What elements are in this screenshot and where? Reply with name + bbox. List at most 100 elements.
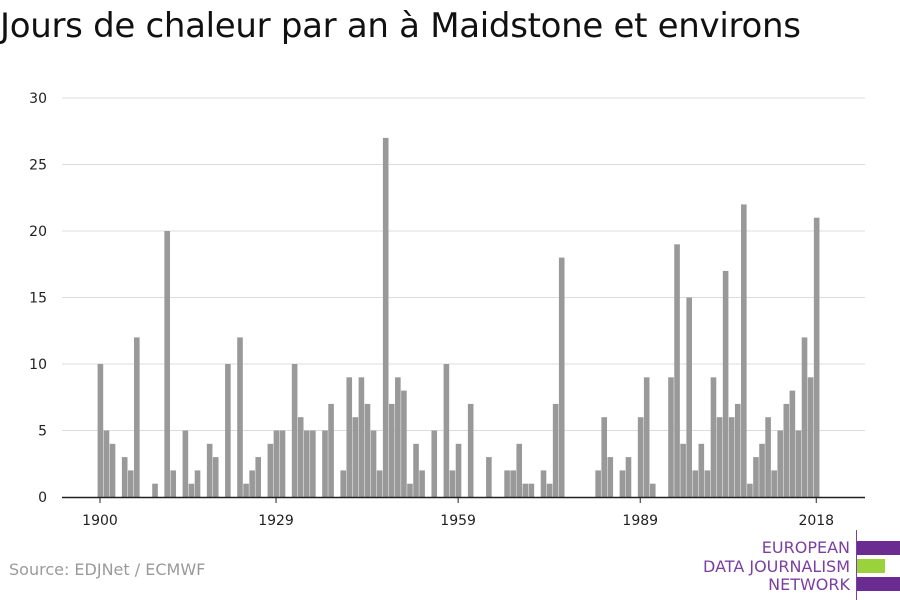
bar-1905 bbox=[127, 470, 134, 497]
bar-1918 bbox=[206, 443, 213, 497]
x-tick-label: 1929 bbox=[258, 513, 294, 529]
bar-1930 bbox=[279, 430, 286, 497]
bar-1949 bbox=[395, 377, 401, 497]
bar-1975 bbox=[552, 403, 559, 497]
bar-1928 bbox=[267, 443, 274, 497]
bar-1946 bbox=[376, 470, 383, 497]
bar-2008 bbox=[753, 457, 759, 497]
chart-title: Jours de chaleur par an à Maidstone et e… bbox=[0, 6, 801, 46]
bar-1999 bbox=[698, 443, 705, 497]
y-axis-ticks: 0 5 10 15 20 25 30 bbox=[29, 91, 47, 506]
bar-1984 bbox=[607, 457, 614, 497]
bar-1951 bbox=[407, 483, 413, 497]
bar-1945 bbox=[370, 430, 377, 497]
logo-line-3: NETWORK bbox=[768, 575, 850, 594]
logo-bar-green bbox=[857, 559, 885, 573]
bar-1947 bbox=[382, 137, 389, 497]
y-tick-label: 10 bbox=[29, 357, 47, 373]
bar-1953 bbox=[419, 470, 425, 497]
bar-2004 bbox=[728, 417, 735, 497]
y-tick-label: 0 bbox=[38, 490, 47, 506]
bar-1986 bbox=[619, 470, 626, 497]
x-tick-label: 1900 bbox=[82, 513, 118, 529]
bar-1991 bbox=[649, 483, 656, 497]
y-tick-label: 15 bbox=[29, 291, 47, 307]
bar-1921 bbox=[225, 364, 231, 497]
bar-2001 bbox=[710, 377, 717, 497]
bar-2000 bbox=[704, 470, 711, 497]
bar-1938 bbox=[328, 403, 334, 497]
x-tick-label: 1959 bbox=[440, 513, 476, 529]
bar-2009 bbox=[759, 443, 765, 497]
bar-1929 bbox=[273, 430, 280, 497]
bar-1915 bbox=[188, 483, 195, 497]
bar-2010 bbox=[765, 417, 771, 497]
y-tick-label: 30 bbox=[29, 91, 47, 107]
bar-1982 bbox=[595, 470, 601, 497]
bar-1995 bbox=[674, 244, 680, 497]
bar-1940 bbox=[340, 470, 346, 497]
bar-2015 bbox=[795, 430, 802, 497]
bar-1916 bbox=[194, 470, 201, 497]
bar-1957 bbox=[443, 364, 450, 497]
bar-1968 bbox=[510, 470, 516, 497]
bar-2002 bbox=[716, 417, 723, 497]
bar-1919 bbox=[212, 457, 219, 497]
bar-2014 bbox=[789, 390, 796, 497]
bar-1955 bbox=[431, 430, 438, 497]
bar-1974 bbox=[546, 483, 553, 497]
bar-1902 bbox=[109, 443, 116, 497]
bar-2016 bbox=[801, 337, 808, 497]
bar-1973 bbox=[540, 470, 547, 497]
bar-1911 bbox=[164, 231, 170, 497]
bar-1983 bbox=[601, 417, 608, 497]
bar-1989 bbox=[637, 417, 644, 497]
bar-2011 bbox=[771, 470, 777, 497]
bar-1997 bbox=[686, 297, 692, 497]
bar-2006 bbox=[741, 204, 747, 497]
bar-1942 bbox=[352, 417, 359, 497]
bar-1904 bbox=[121, 457, 128, 497]
y-tick-label: 20 bbox=[29, 224, 47, 240]
x-tick-label: 1989 bbox=[622, 513, 658, 529]
edjnet-logo: EUROPEAN DATA JOURNALISM NETWORK bbox=[700, 530, 900, 600]
bar-1926 bbox=[255, 457, 262, 497]
bar-2013 bbox=[783, 403, 790, 497]
bar-1987 bbox=[625, 457, 632, 497]
bar-1944 bbox=[364, 403, 371, 497]
bar-1925 bbox=[249, 470, 255, 497]
bar-1950 bbox=[401, 390, 407, 497]
bar-2012 bbox=[777, 430, 784, 497]
x-axis-ticks: 1900 1929 1959 1989 2018 bbox=[62, 496, 865, 529]
bar-1958 bbox=[449, 470, 456, 497]
y-tick-label: 5 bbox=[38, 424, 47, 440]
bar-1964 bbox=[486, 457, 492, 497]
bar-1933 bbox=[297, 417, 304, 497]
bar-1952 bbox=[413, 443, 419, 497]
bar-1967 bbox=[504, 470, 510, 497]
bar-1971 bbox=[528, 483, 535, 497]
bar-1932 bbox=[291, 364, 298, 497]
bar-1996 bbox=[680, 443, 686, 497]
bar-1970 bbox=[522, 483, 529, 497]
bar-1976 bbox=[558, 257, 565, 497]
bar-1934 bbox=[303, 430, 310, 497]
bar-2007 bbox=[747, 483, 753, 497]
bar-1923 bbox=[237, 337, 243, 497]
bar-2017 bbox=[807, 377, 814, 497]
x-tick-label: 2018 bbox=[798, 513, 834, 529]
logo-separator bbox=[856, 530, 857, 600]
bar-1900 bbox=[97, 364, 104, 497]
logo-bar-purple-bottom bbox=[857, 577, 900, 591]
logo-line-2: DATA JOURNALISM bbox=[703, 557, 850, 576]
bar-1912 bbox=[170, 470, 177, 497]
bar-1906 bbox=[134, 337, 140, 497]
bars bbox=[97, 137, 820, 497]
bar-2018 bbox=[813, 217, 820, 497]
bar-1959 bbox=[455, 443, 462, 497]
bar-1994 bbox=[668, 377, 674, 497]
bar-1961 bbox=[467, 403, 474, 497]
bar-1901 bbox=[103, 430, 110, 497]
bar-2003 bbox=[722, 270, 729, 497]
